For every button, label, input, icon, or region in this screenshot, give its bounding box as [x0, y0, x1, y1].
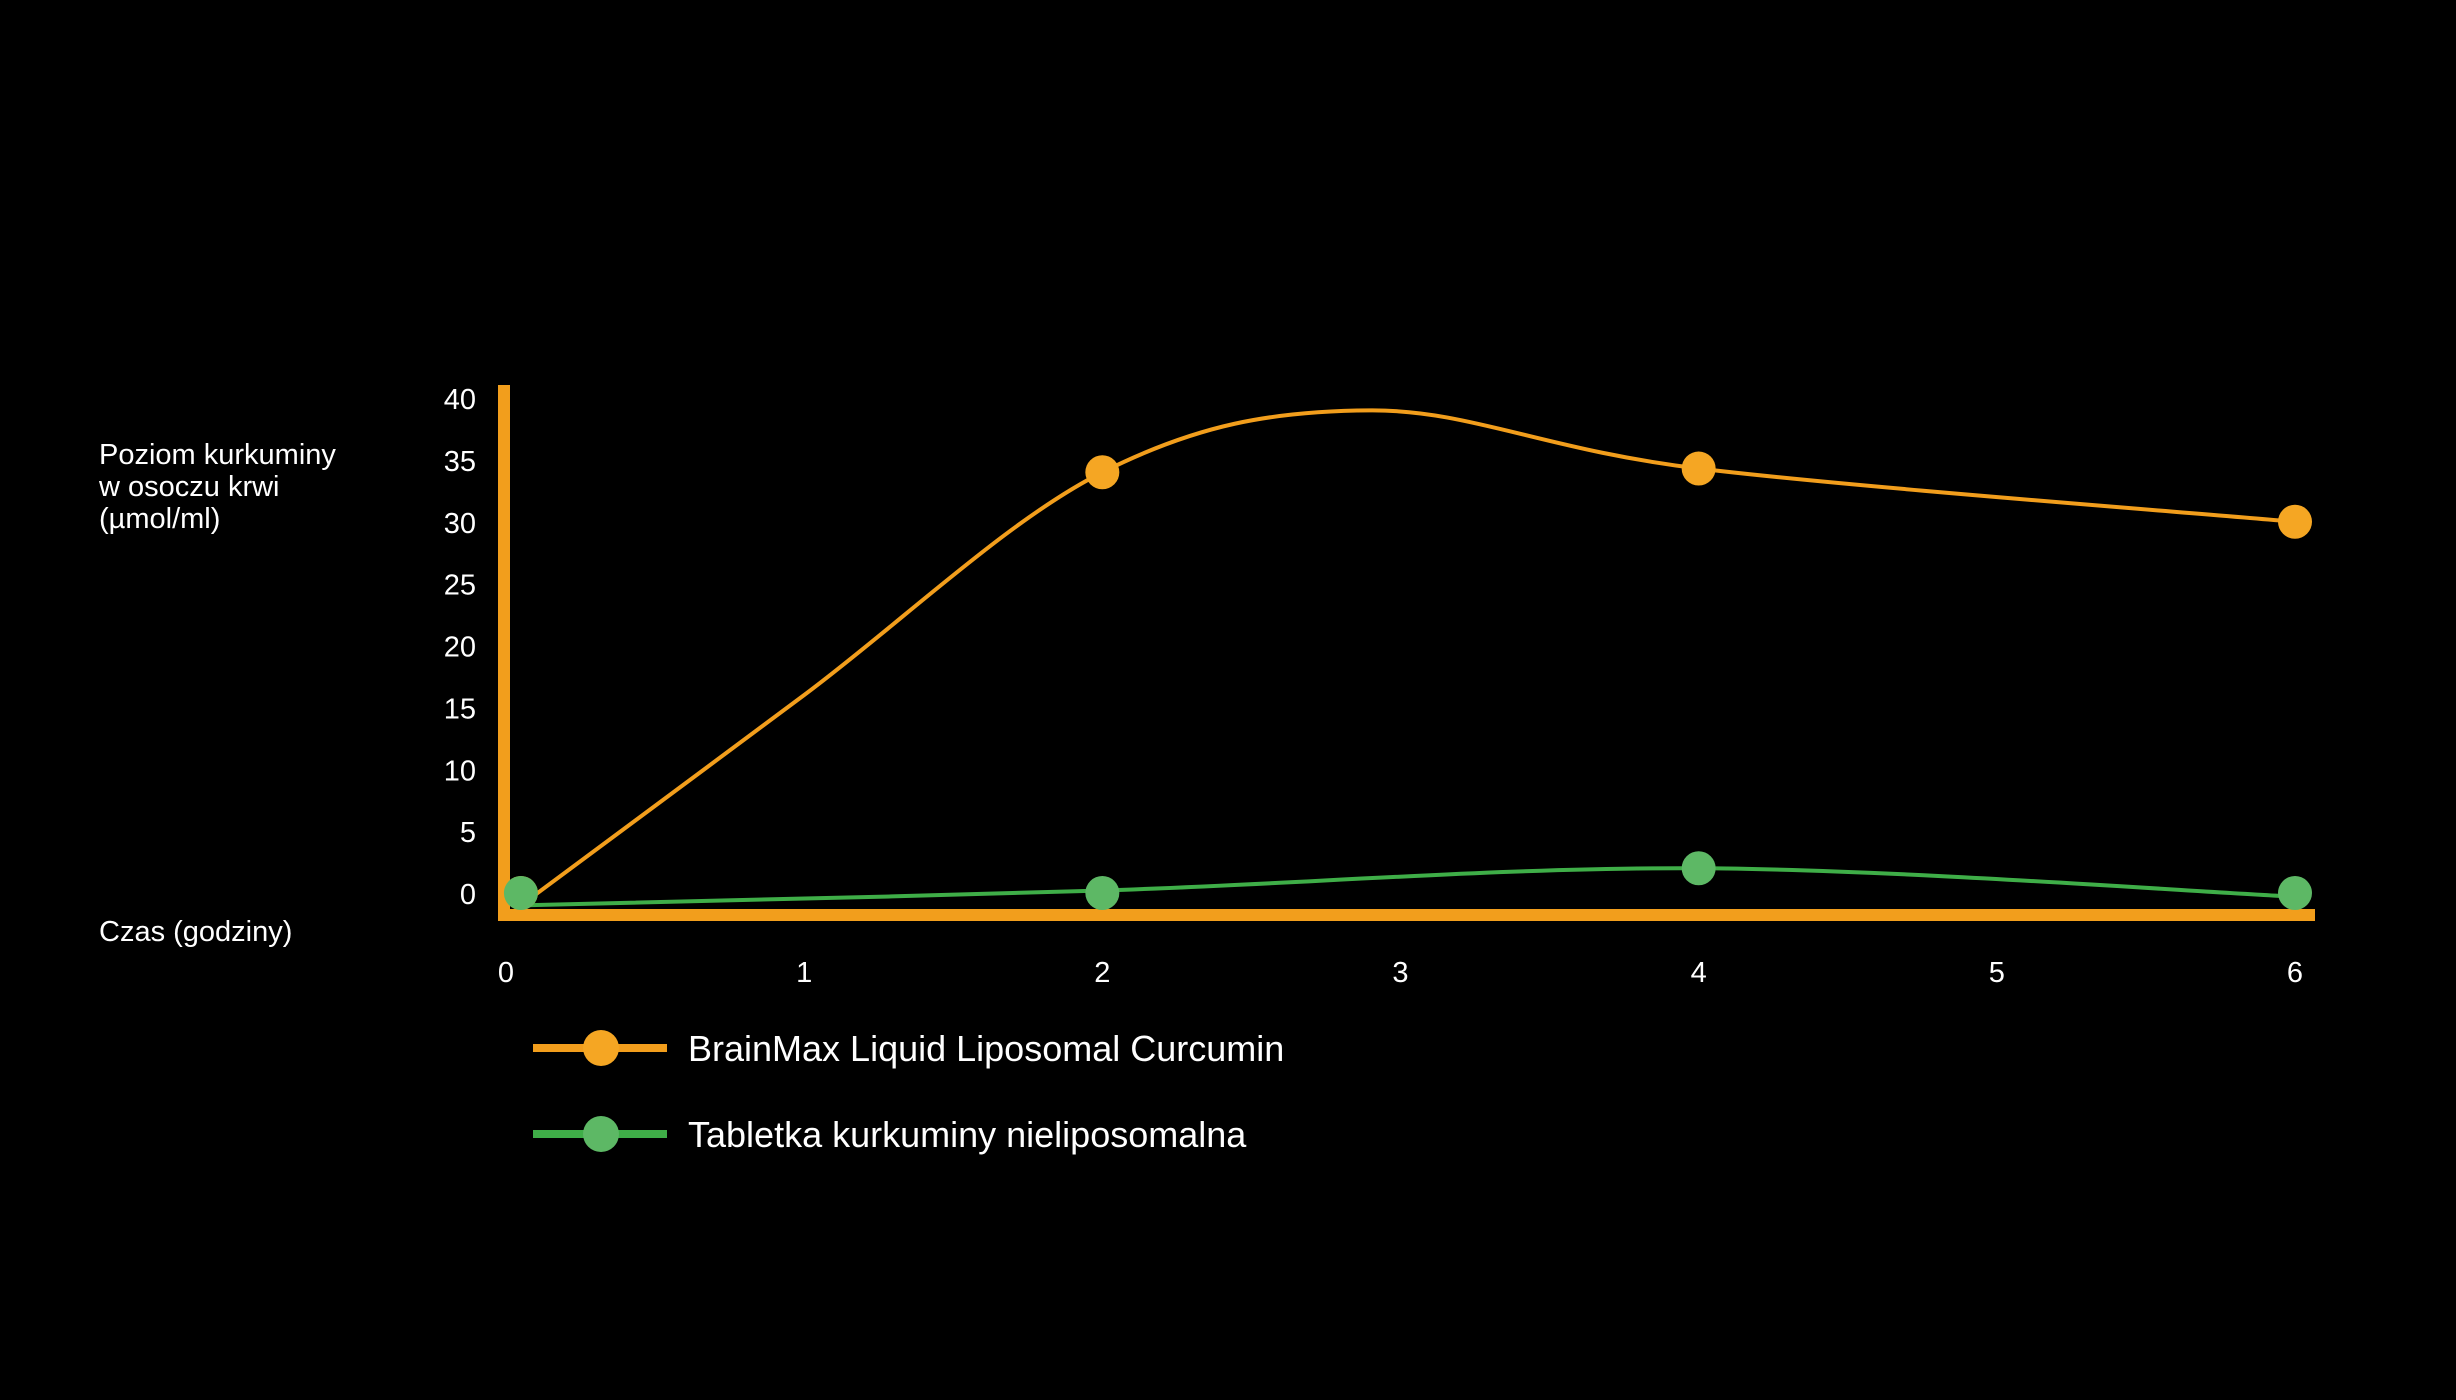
legend: BrainMax Liquid Liposomal Curcumin Tablet… [533, 1028, 1284, 1155]
y-tick-label: 5 [460, 817, 476, 849]
series-layer [518, 408, 2297, 908]
series-1-point [503, 876, 538, 910]
x-tick-label: 1 [796, 957, 812, 989]
y-tick-label: 0 [460, 879, 476, 911]
y-tick-label: 10 [444, 755, 476, 787]
series-line-1 [518, 866, 2297, 908]
x-axis-label: Czas (godziny) [99, 916, 292, 948]
y-tick-label: 15 [444, 693, 476, 725]
series-line-0 [518, 408, 2297, 908]
x-tick-label: 2 [1094, 957, 1110, 989]
y-tick-label: 40 [444, 384, 476, 416]
y-axis-label-line: w osoczu krwi [98, 471, 280, 503]
legend-swatch-marker [583, 1030, 619, 1066]
x-tick-label: 5 [1989, 957, 2005, 989]
y-tick-label: 35 [444, 446, 476, 478]
series-0-point [1681, 451, 1716, 486]
series-1-point [1085, 876, 1120, 910]
y-tick-label: 25 [444, 570, 476, 602]
series-0-point [1085, 455, 1120, 490]
x-tick-label: 0 [498, 957, 514, 989]
y-tick-labels: 0 5 10 15 20 25 30 35 40 [444, 384, 476, 911]
series-1-point [1681, 851, 1716, 886]
y-tick-label: 30 [444, 508, 476, 540]
legend-label: BrainMax Liquid Liposomal Curcumin [688, 1028, 1284, 1069]
legend-swatch-marker [583, 1116, 619, 1152]
y-axis-label-line: Poziom kurkuminy [99, 439, 336, 471]
x-axis-line [498, 909, 2315, 921]
x-tick-label: 3 [1392, 957, 1408, 989]
series-1-point [2278, 876, 2312, 910]
x-tick-labels: 0 1 2 3 4 5 6 [498, 957, 2303, 989]
axes [498, 385, 2315, 921]
y-tick-label: 20 [444, 632, 476, 664]
markers-layer [503, 451, 2312, 910]
x-tick-label: 6 [2287, 957, 2303, 989]
legend-label: Tabletka kurkuminy nieliposomalna [688, 1114, 1247, 1155]
y-axis-line [498, 385, 510, 921]
y-axis-label-line: (µmol/ml) [99, 503, 220, 535]
series-0-point [2278, 504, 2312, 539]
x-tick-label: 4 [1691, 957, 1707, 989]
